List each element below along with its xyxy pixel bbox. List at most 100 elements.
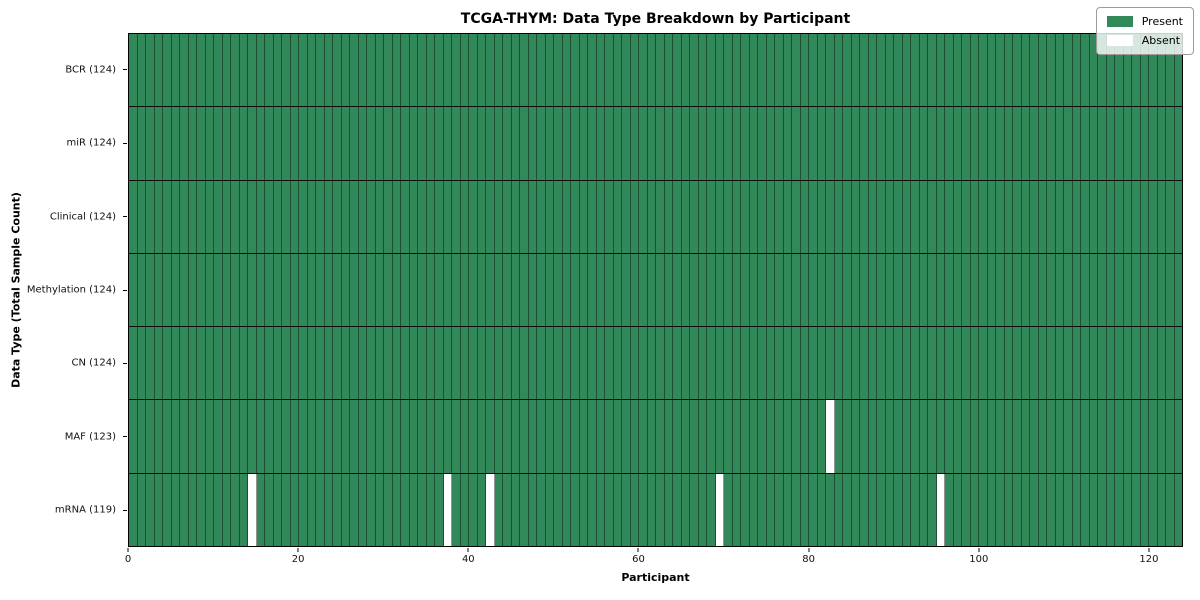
cell-mRNA-115 [1106,473,1115,546]
cell-miR-16 [265,107,274,180]
cell-miR-82 [826,107,835,180]
cell-MAF-95 [936,400,945,473]
cell-BCR-68 [707,34,716,107]
cell-BCR-105 [1021,34,1030,107]
cell-MAF-98 [962,400,971,473]
cell-MAF-85 [851,400,860,473]
cell-MAF-53 [579,400,588,473]
cell-CN-98 [962,327,971,400]
cell-MAF-8 [197,400,206,473]
cell-mRNA-46 [520,473,529,546]
cell-CN-70 [724,327,733,400]
cell-BCR-21 [307,34,316,107]
cell-Clinical-103 [1004,180,1013,253]
cell-Clinical-2 [146,180,155,253]
cell-miR-55 [596,107,605,180]
cell-Methylation-46 [520,253,529,327]
cell-MAF-105 [1021,400,1030,473]
cell-MAF-37 [443,400,452,473]
cell-mRNA-74 [758,473,767,546]
cell-MAF-76 [775,400,784,473]
cell-CN-43 [494,327,503,400]
cell-Methylation-39 [460,253,469,327]
cell-BCR-38 [452,34,461,107]
cell-Clinical-79 [800,180,809,253]
cell-Clinical-36 [435,180,444,253]
cell-Methylation-122 [1166,253,1175,327]
cell-miR-91 [902,107,911,180]
cell-BCR-43 [494,34,503,107]
cell-Clinical-50 [554,180,563,253]
cell-Methylation-84 [843,253,852,327]
cell-MAF-104 [1013,400,1022,473]
cell-CN-2 [146,327,155,400]
cell-CN-113 [1089,327,1098,400]
cell-mRNA-12 [231,473,240,546]
cell-miR-106 [1030,107,1039,180]
cell-Clinical-34 [418,180,427,253]
cell-Clinical-48 [537,180,546,253]
cell-BCR-99 [970,34,979,107]
cell-BCR-25 [341,34,350,107]
cell-miR-105 [1021,107,1030,180]
cell-CN-119 [1140,327,1149,400]
cell-miR-90 [894,107,903,180]
cell-mRNA-88 [877,473,886,546]
legend-label-present: Present [1141,15,1183,28]
cell-mRNA-23 [324,473,333,546]
cell-MAF-94 [928,400,937,473]
cell-BCR-12 [231,34,240,107]
cell-mRNA-82 [826,473,835,546]
cell-mRNA-101 [987,473,996,546]
cell-Clinical-12 [231,180,240,253]
cell-mRNA-91 [902,473,911,546]
cell-MAF-35 [426,400,435,473]
cell-miR-73 [749,107,758,180]
cell-mRNA-104 [1013,473,1022,546]
cell-Methylation-48 [537,253,546,327]
cell-Clinical-107 [1038,180,1047,253]
cell-MAF-49 [545,400,554,473]
cell-CN-40 [469,327,478,400]
cell-MAF-103 [1004,400,1013,473]
cell-Clinical-51 [562,180,571,253]
cell-Methylation-74 [758,253,767,327]
cell-miR-99 [970,107,979,180]
cell-Methylation-110 [1064,253,1073,327]
cell-miR-58 [622,107,631,180]
cell-BCR-102 [996,34,1005,107]
cell-Methylation-86 [860,253,869,327]
cell-MAF-113 [1089,400,1098,473]
cell-Clinical-71 [732,180,741,253]
cell-miR-61 [647,107,656,180]
cell-MAF-83 [834,400,843,473]
cell-MAF-26 [350,400,359,473]
cell-MAF-20 [299,400,308,473]
cell-Methylation-23 [324,253,333,327]
cell-BCR-64 [673,34,682,107]
cell-miR-11 [222,107,231,180]
cell-Methylation-41 [477,253,486,327]
cell-Clinical-13 [239,180,248,253]
cell-Methylation-75 [766,253,775,327]
cell-miR-85 [851,107,860,180]
cell-Methylation-111 [1072,253,1081,327]
cell-mRNA-119 [1140,473,1149,546]
cell-BCR-117 [1123,34,1132,107]
cell-MAF-45 [511,400,520,473]
cell-miR-71 [732,107,741,180]
cell-miR-122 [1166,107,1175,180]
cell-mRNA-113 [1089,473,1098,546]
cell-MAF-90 [894,400,903,473]
cell-CN-38 [452,327,461,400]
cell-mRNA-110 [1064,473,1073,546]
cell-mRNA-112 [1081,473,1090,546]
cell-mRNA-22 [316,473,325,546]
cell-BCR-27 [358,34,367,107]
cell-mRNA-123 [1174,473,1182,546]
cell-BCR-6 [180,34,189,107]
cell-BCR-20 [299,34,308,107]
cell-MAF-112 [1081,400,1090,473]
cell-miR-74 [758,107,767,180]
heatmap-row-Clinical [129,180,1182,254]
